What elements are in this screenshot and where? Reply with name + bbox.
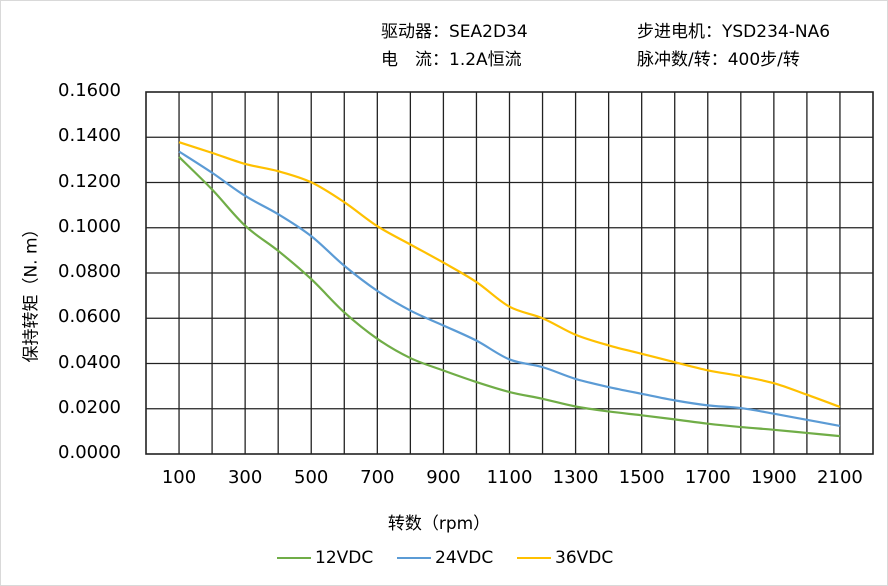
y-tick-label: 0.0800: [58, 261, 121, 282]
plot-border: [145, 91, 874, 455]
y-tick-label: 0.1200: [58, 170, 121, 192]
legend-item-24vdc: 24VDC: [397, 548, 493, 568]
legend-label: 24VDC: [435, 548, 494, 568]
x-tick-label: 1100: [486, 467, 533, 488]
y-tick-label: 0.1400: [58, 125, 121, 147]
legend-label: 36VDC: [555, 548, 614, 568]
x-tick-label: 300: [227, 467, 263, 488]
legend-item-36vdc: 36VDC: [517, 548, 613, 568]
y-tick-label: 0.0000: [58, 442, 121, 463]
legend-label: 12VDC: [315, 548, 374, 568]
y-tick-label: 0.0200: [58, 396, 121, 418]
motor-info: 步进电机：YSD234-NA6: [637, 22, 831, 42]
x-tick-label: 900: [426, 467, 461, 488]
x-tick-label: 2100: [817, 467, 863, 488]
driver-info: 驱动器：SEA2D34: [381, 22, 528, 42]
series-line-12vdc: [178, 156, 841, 438]
series-line-36vdc: [178, 141, 841, 408]
x-tick-label: 1900: [750, 467, 797, 488]
x-tick-label: 1700: [684, 467, 731, 488]
x-tick-label: 500: [294, 467, 329, 488]
series-line-24vdc: [178, 150, 841, 428]
y-axis-label: 保持转矩（N. m）: [21, 220, 42, 363]
x-tick-label: 100: [161, 467, 197, 488]
legend-swatch: [397, 557, 431, 559]
legend-item-12vdc: 12VDC: [277, 548, 373, 568]
pulses-info: 脉冲数/转：400步/转: [637, 50, 800, 70]
x-tick-label: 700: [360, 467, 395, 488]
y-tick-label: 0.0400: [58, 351, 121, 373]
y-tick-label: 0.1600: [58, 80, 121, 101]
x-tick-label: 1500: [618, 467, 665, 488]
y-tick-label: 0.0600: [58, 306, 121, 328]
legend-swatch: [277, 557, 311, 559]
legend-swatch: [517, 557, 551, 559]
current-info: 电 流：1.2A恒流: [381, 50, 522, 70]
y-tick-label: 0.1000: [58, 215, 121, 237]
x-axis-label: 转数（rpm）: [387, 514, 491, 534]
x-tick-label: 1300: [552, 467, 599, 488]
